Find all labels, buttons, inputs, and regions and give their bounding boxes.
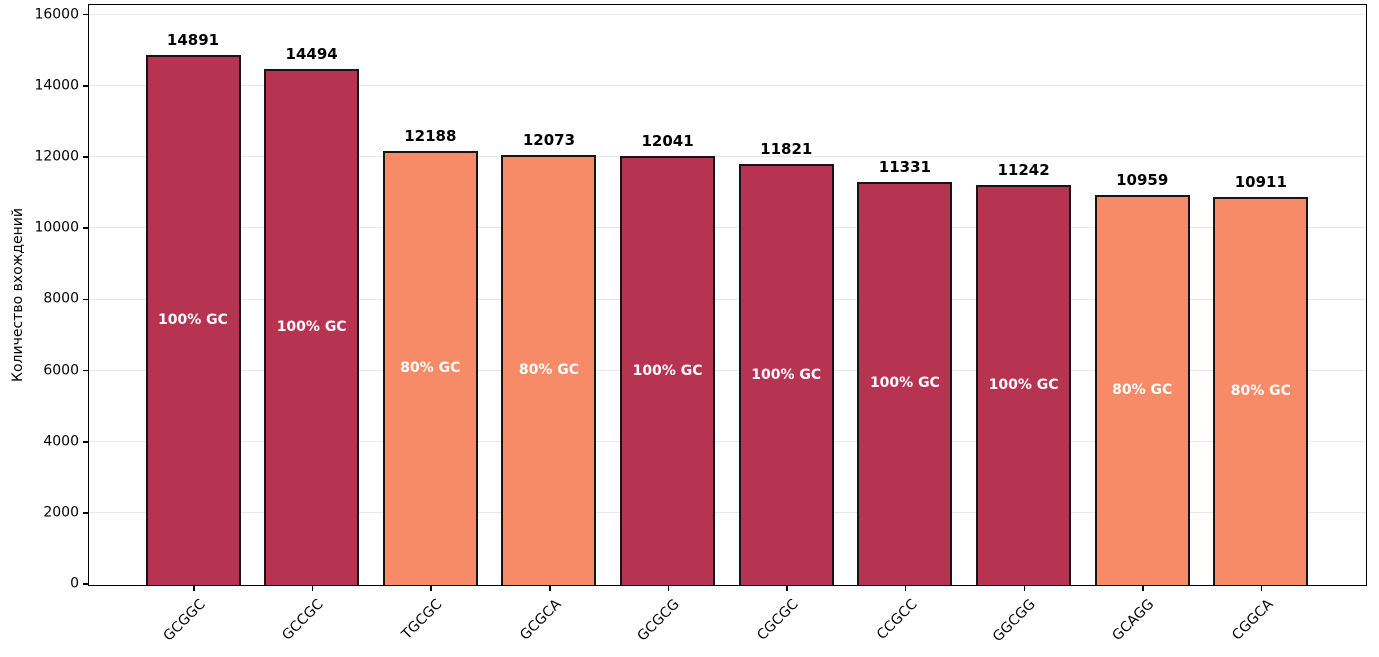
x-tick — [667, 586, 670, 591]
bar-inside-label: 80% GC — [400, 360, 461, 377]
gridline — [89, 369, 1366, 371]
y-tick-label: 0 — [70, 575, 79, 592]
x-tick — [1142, 586, 1144, 591]
bar-value-label: 11821 — [760, 140, 813, 159]
bar — [264, 69, 360, 585]
bar — [738, 164, 834, 585]
y-tick-label: 10000 — [34, 219, 79, 236]
bar-inside-label: 100% GC — [751, 366, 822, 383]
bar-inside-label: 80% GC — [518, 362, 580, 379]
bar-value-label: 14891 — [166, 30, 220, 49]
y-tick — [83, 583, 88, 585]
x-tick — [904, 586, 907, 591]
y-tick-label: 12000 — [34, 148, 79, 165]
x-tick-label: GCAGG — [1109, 596, 1158, 645]
gridline — [89, 85, 1366, 86]
y-tick — [83, 369, 88, 372]
bar-inside-label: 100% GC — [869, 375, 940, 392]
bar-inside-label: 100% GC — [988, 376, 1059, 393]
gridline — [89, 512, 1366, 514]
y-tick — [83, 85, 88, 87]
y-tick — [83, 13, 88, 16]
bar-inside-label: 80% GC — [1230, 382, 1291, 399]
bar — [1094, 194, 1190, 585]
x-tick-label: GGCGG — [990, 596, 1039, 646]
x-tick-label: CGCGC — [754, 596, 802, 644]
y-tick — [83, 512, 88, 514]
gridline — [89, 441, 1366, 442]
y-tick-label: 16000 — [34, 6, 79, 23]
bar — [1213, 196, 1309, 585]
x-tick-label: TGCGC — [399, 596, 446, 643]
x-tick — [1260, 586, 1263, 591]
gridline — [89, 298, 1366, 300]
bar-inside-label: 100% GC — [158, 311, 228, 328]
bar-value-label: 10959 — [1116, 170, 1169, 189]
y-tick — [83, 227, 88, 229]
x-tick — [549, 586, 551, 591]
bar — [976, 184, 1072, 585]
x-tick-label: GCGCA — [517, 596, 565, 644]
bar — [145, 54, 241, 585]
y-tick-label: 2000 — [43, 504, 79, 521]
bar-value-label: 11242 — [997, 160, 1050, 179]
bar-value-label: 14494 — [285, 45, 338, 64]
y-tick — [83, 298, 88, 301]
x-tick — [430, 586, 432, 591]
x-tick-label: CGGCA — [1229, 596, 1277, 644]
bar-value-label: 12188 — [404, 127, 457, 146]
bar-value-label: 10911 — [1234, 172, 1287, 191]
x-tick — [193, 586, 195, 591]
y-axis-label: Количество вхождений — [10, 208, 26, 382]
bar-value-label: 12041 — [641, 132, 694, 151]
bar — [382, 151, 478, 585]
x-tick — [786, 586, 788, 591]
y-tick-label: 4000 — [43, 433, 79, 450]
gridline — [89, 13, 1366, 15]
x-tick-label: GCGGC — [160, 596, 209, 645]
gridline — [89, 227, 1366, 229]
x-tick-label: CCGCC — [873, 596, 921, 643]
bar-inside-label: 80% GC — [1112, 381, 1173, 398]
bar — [620, 156, 716, 585]
bar-value-label: 11331 — [878, 157, 931, 176]
y-tick-label: 8000 — [43, 290, 79, 307]
bar — [857, 181, 953, 585]
bar-value-label: 12073 — [522, 131, 576, 150]
y-tick-label: 14000 — [34, 77, 79, 94]
y-tick — [83, 156, 88, 158]
x-tick-label: GCGCG — [634, 596, 684, 645]
x-tick-label: GCCGC — [279, 596, 328, 644]
bar-inside-label: 100% GC — [276, 319, 347, 336]
y-tick — [83, 441, 88, 443]
bar-inside-label: 100% GC — [632, 362, 703, 379]
x-tick — [311, 586, 314, 591]
bar — [501, 155, 597, 585]
y-tick-label: 6000 — [43, 362, 79, 379]
x-tick — [1023, 586, 1026, 591]
gridline — [89, 156, 1366, 158]
plot-area: 14891 100% GC 14494 100% GC 12188 80% GC 12073… — [88, 4, 1367, 586]
